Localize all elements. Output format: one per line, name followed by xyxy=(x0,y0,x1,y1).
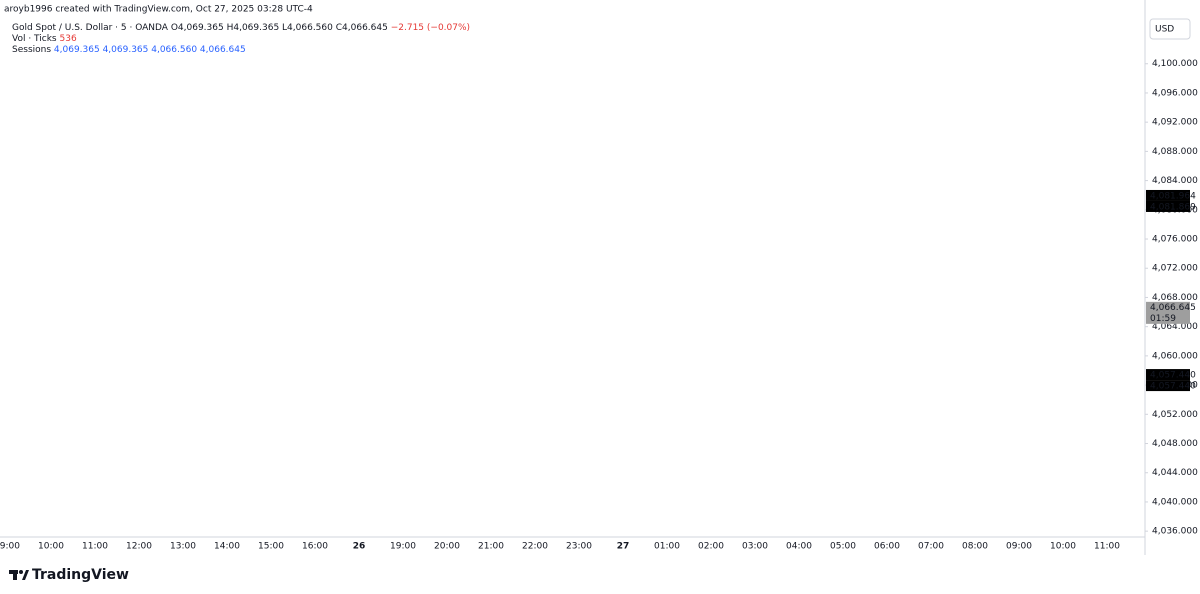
price-label-box xyxy=(1146,301,1190,324)
price-label: 4,081.869 xyxy=(1150,202,1196,212)
x-tick-label: 11:00 xyxy=(82,542,108,552)
price-label: 4,057.440 xyxy=(1150,370,1196,380)
x-tick-label: 01:00 xyxy=(654,542,680,552)
volume-legend: Vol · Ticks 536 xyxy=(12,34,77,44)
y-tick-label: 4,084.000 xyxy=(1152,176,1198,186)
sessions-values: 4,069.365 4,069.365 4,066.560 4,066.645 xyxy=(54,45,246,55)
y-tick-label: 4,064.000 xyxy=(1152,322,1198,332)
x-tick-label: 05:00 xyxy=(830,542,856,552)
x-tick-label: 15:00 xyxy=(258,542,284,552)
brand-logo xyxy=(9,570,29,580)
y-tick-label: 4,100.000 xyxy=(1152,59,1198,69)
x-tick-label: 09:00 xyxy=(1006,542,1032,552)
price-label: 4,066.645 xyxy=(1150,303,1196,313)
x-tick-label: 03:00 xyxy=(742,542,768,552)
y-tick-label: 4,096.000 xyxy=(1152,88,1198,98)
x-tick-label: 27 xyxy=(617,542,630,552)
x-tick-label: 08:00 xyxy=(962,542,988,552)
y-tick-label: 4,068.000 xyxy=(1152,293,1198,303)
y-tick-label: 4,044.000 xyxy=(1152,468,1198,478)
x-tick-label: 23:00 xyxy=(566,542,592,552)
price-label: 4,081.964 xyxy=(1150,191,1196,201)
x-tick-label: 16:00 xyxy=(302,542,328,552)
x-tick-label: 02:00 xyxy=(698,542,724,552)
sessions-name: Sessions xyxy=(12,45,51,55)
legend: Gold Spot / U.S. Dollar · 5 · OANDA O4,0… xyxy=(12,23,470,33)
x-tick-label: 09:00 xyxy=(0,542,20,552)
y-tick-label: 4,060.000 xyxy=(1152,351,1198,361)
price-label-box xyxy=(1146,189,1190,201)
axes: 4,036.000 4,040.000 4,044.000 4,048.000 4,05… xyxy=(0,59,1198,551)
price-label-box xyxy=(1146,380,1190,392)
price-label-countdown: 01:59 xyxy=(1150,314,1176,324)
x-tick-label: 13:00 xyxy=(170,542,196,552)
close: C4,066.645 xyxy=(336,23,388,33)
y-tick-label: 4,036.000 xyxy=(1152,527,1198,537)
y-tick-label: 4,052.000 xyxy=(1152,410,1198,420)
currency[interactable]: USD xyxy=(1155,25,1174,35)
x-tick-label: 20:00 xyxy=(434,542,460,552)
low: L4,066.560 xyxy=(282,23,333,33)
x-tick-label: 06:00 xyxy=(874,542,900,552)
price-label-box xyxy=(1146,200,1190,212)
symbol: Gold Spot / U.S. Dollar · 5 · OANDA xyxy=(12,23,169,33)
x-tick-label: 10:00 xyxy=(38,542,64,552)
currency-button[interactable] xyxy=(1149,18,1191,40)
y-tick-label: 4,048.000 xyxy=(1152,439,1198,449)
brand: TradingView xyxy=(32,567,129,583)
attribution: aroyb1996 created with TradingView.com, … xyxy=(4,5,313,15)
x-tick-label: 04:00 xyxy=(786,542,812,552)
price-label-box xyxy=(1146,369,1190,381)
x-tick-label: 12:00 xyxy=(126,542,152,552)
volume-value: 536 xyxy=(60,34,77,44)
y-tick-label: 4,072.000 xyxy=(1152,264,1198,274)
sessions-legend: Sessions 4,069.365 4,069.365 4,066.560 4… xyxy=(12,45,246,55)
y-tick-label: 4,076.000 xyxy=(1152,235,1198,245)
open: O4,069.365 xyxy=(171,23,224,33)
y-tick-label: 4,040.000 xyxy=(1152,497,1198,507)
x-tick-label: 14:00 xyxy=(214,542,240,552)
high: H4,069.365 xyxy=(227,23,280,33)
x-tick-label: 19:00 xyxy=(390,542,416,552)
x-tick-label: 21:00 xyxy=(478,542,504,552)
x-tick-label: 26 xyxy=(353,542,366,552)
price-label: 4,057.440 xyxy=(1150,381,1196,391)
change: −2.715 (−0.07%) xyxy=(391,23,470,33)
x-tick-label: 07:00 xyxy=(918,542,944,552)
x-tick-label: 11:00 xyxy=(1094,542,1120,552)
x-tick-label: 10:00 xyxy=(1050,542,1076,552)
y-tick-label: 4,088.000 xyxy=(1152,147,1198,157)
volume-name: Vol · Ticks xyxy=(12,34,57,44)
y-tick-label: 4,092.000 xyxy=(1152,118,1198,128)
x-tick-label: 22:00 xyxy=(522,542,548,552)
